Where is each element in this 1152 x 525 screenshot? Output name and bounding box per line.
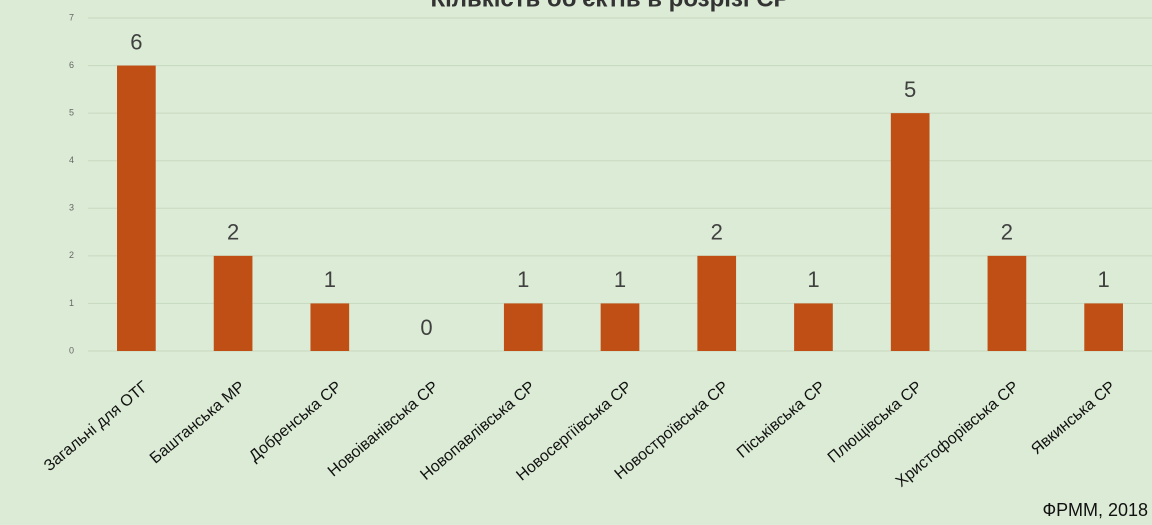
data-label: 2	[711, 220, 723, 245]
y-tick-label: 6	[69, 60, 74, 70]
y-tick-label: 0	[69, 345, 74, 355]
data-label: 1	[614, 267, 626, 292]
data-label: 6	[130, 29, 142, 54]
data-label: 5	[904, 77, 916, 102]
data-label: 2	[1001, 220, 1013, 245]
data-label: 1	[807, 267, 819, 292]
data-label: 0	[420, 315, 432, 340]
data-label: 1	[517, 267, 529, 292]
bar	[213, 255, 253, 351]
data-label: 1	[1098, 267, 1110, 292]
y-tick-label: 2	[69, 250, 74, 260]
bar	[987, 255, 1027, 351]
chart-title: Кількість об'єктів в розрізі СР	[430, 0, 789, 12]
bar	[697, 255, 737, 351]
source-note: ФРММ, 2018	[1042, 500, 1148, 520]
bar	[600, 303, 640, 351]
bar	[310, 303, 350, 351]
bar	[890, 113, 930, 352]
bar	[117, 65, 156, 352]
y-tick-label: 1	[69, 298, 74, 308]
y-tick-label: 3	[69, 203, 74, 213]
y-tick-label: 7	[69, 12, 74, 22]
bar	[503, 303, 543, 351]
y-tick-label: 4	[69, 155, 74, 165]
bar	[1084, 303, 1123, 351]
data-label: 2	[227, 220, 239, 245]
data-label: 1	[324, 267, 336, 292]
bar	[794, 303, 833, 351]
y-tick-label: 5	[69, 108, 74, 118]
